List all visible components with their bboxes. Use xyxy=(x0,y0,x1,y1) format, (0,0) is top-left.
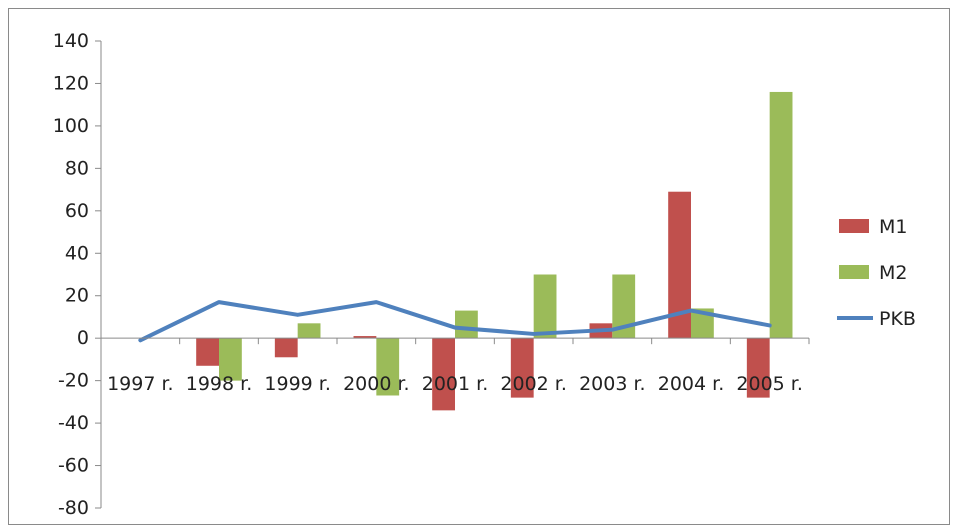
x-axis: 1997 r. 1998 r. 1999 r. 2000 r. 2001 r. 2002 … xyxy=(100,337,810,395)
y-axis: 140 120 100 80 60 40 20 0 -20 -40 -60 -80 xyxy=(53,30,102,519)
y-tick-label: 120 xyxy=(53,72,89,94)
y-tick-label: -60 xyxy=(58,455,89,477)
legend: M1 M2 PKB xyxy=(837,216,916,330)
y-tick-label: 60 xyxy=(65,200,89,222)
x-tick-label: 2003 r. xyxy=(579,373,646,395)
y-tick-label: 140 xyxy=(53,30,89,52)
bar-m2-8 xyxy=(769,91,793,339)
bar-m2-1 xyxy=(219,338,242,381)
bar-m1-8 xyxy=(746,338,770,398)
legend-label-pkb: PKB xyxy=(879,308,916,330)
x-tick-label: 1998 r. xyxy=(186,373,253,395)
legend-label-m2: M2 xyxy=(879,262,907,284)
bar-m2-7 xyxy=(691,308,714,339)
x-tick-label: 2005 r. xyxy=(736,373,803,395)
bar-m1-4 xyxy=(432,338,455,411)
legend-swatch-m1 xyxy=(839,219,869,233)
bars xyxy=(196,91,793,411)
bar-m1-2 xyxy=(274,338,298,358)
bar-m2-2 xyxy=(297,323,321,339)
y-tick-label: 100 xyxy=(53,115,89,137)
y-tick-label: 20 xyxy=(65,285,89,307)
y-tick-label: -80 xyxy=(58,497,89,519)
bar-m1-7 xyxy=(668,191,691,339)
pkb-line-series xyxy=(138,300,772,343)
y-tick-label: -40 xyxy=(58,412,89,434)
y-tick-label: 0 xyxy=(77,327,89,349)
bar-m1-5 xyxy=(510,338,534,398)
bar-m2-3 xyxy=(376,338,400,396)
chart-frame: 140 120 100 80 60 40 20 0 -20 -40 -60 -80 1997 r. 19… xyxy=(8,8,950,525)
bar-m2-6 xyxy=(612,274,636,339)
x-tick-label: 2001 r. xyxy=(422,373,489,395)
bar-m2-4 xyxy=(455,310,478,339)
bar-m1-3 xyxy=(353,336,377,339)
line-pkb xyxy=(138,300,772,343)
bar-m1-1 xyxy=(196,338,219,366)
legend-swatch-m2 xyxy=(839,265,869,279)
x-tick-label: 1999 r. xyxy=(264,373,331,395)
y-tick-label: 80 xyxy=(65,157,89,179)
x-tick-label: 2004 r. xyxy=(658,373,725,395)
x-tick-label: 2000 r. xyxy=(343,373,410,395)
bar-m2-5 xyxy=(533,274,557,339)
x-tick-label: 1997 r. xyxy=(107,373,174,395)
y-tick-label: 40 xyxy=(65,242,89,264)
x-tick-label: 2002 r. xyxy=(500,373,567,395)
y-tick-label: -20 xyxy=(58,370,89,392)
legend-label-m1: M1 xyxy=(879,216,907,238)
